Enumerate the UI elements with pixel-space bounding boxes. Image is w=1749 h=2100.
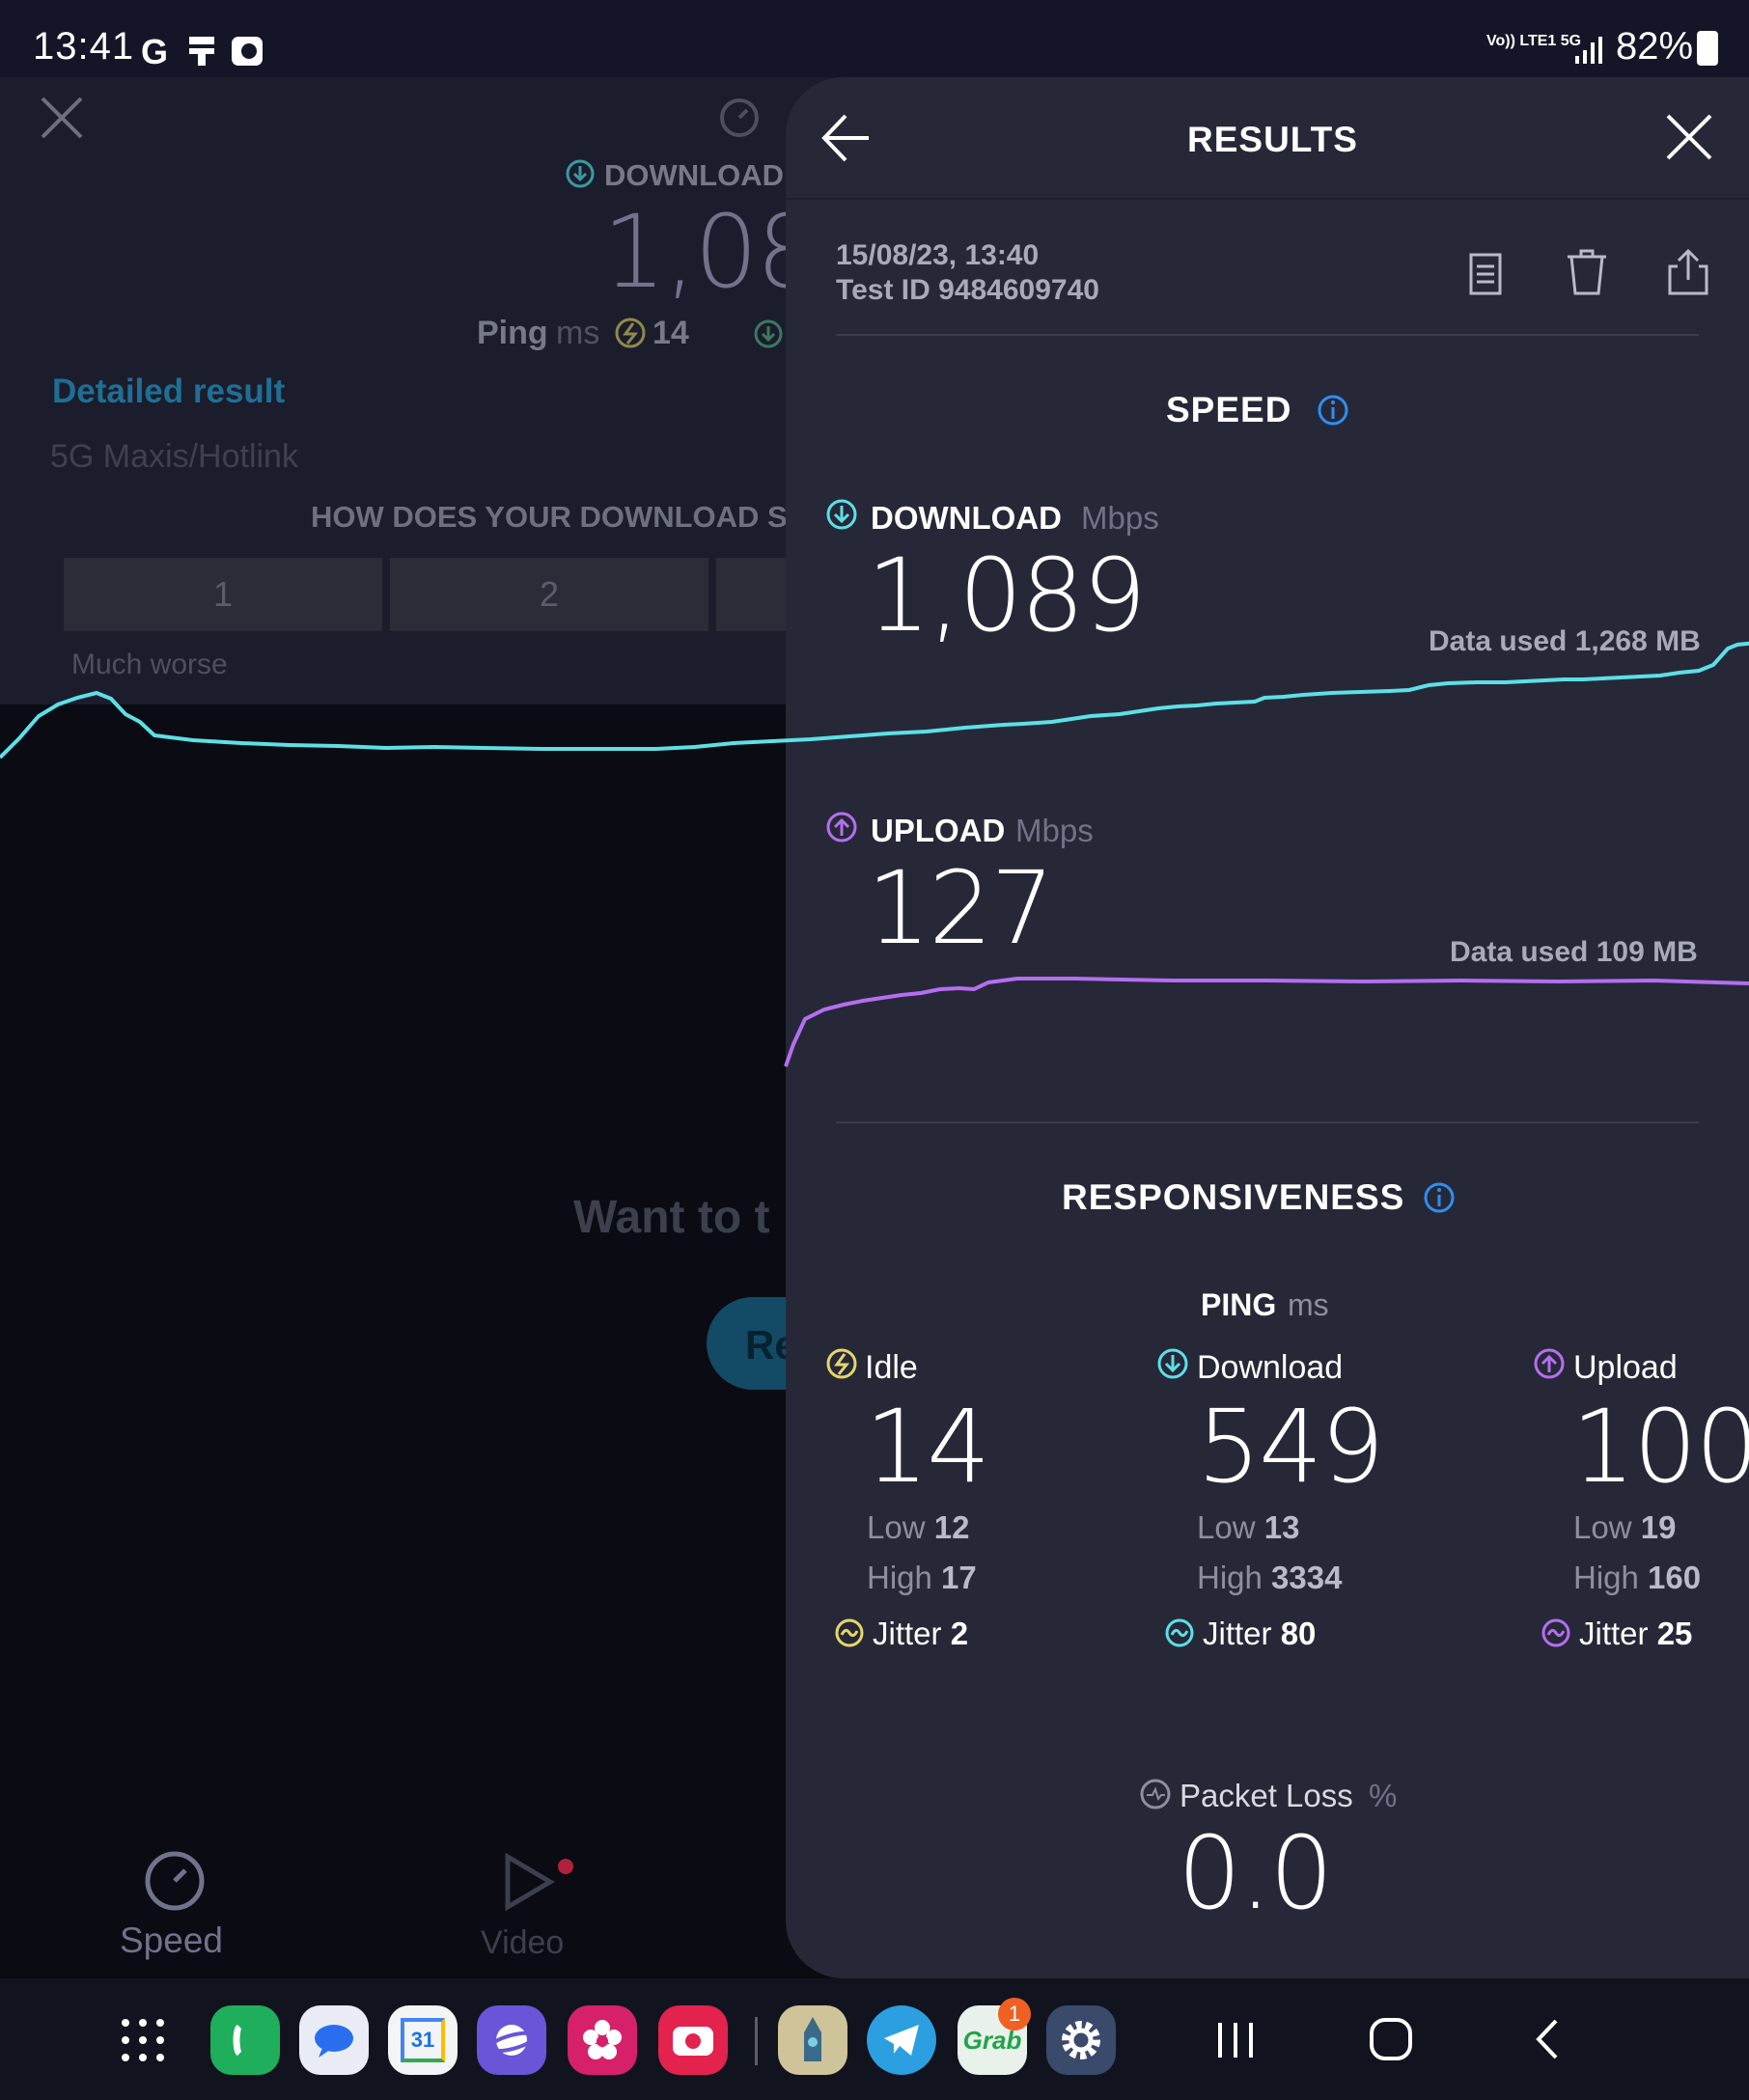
signal-icon xyxy=(1573,35,1604,70)
close-icon[interactable] xyxy=(1666,114,1712,165)
close-icon[interactable] xyxy=(41,97,83,144)
calendar-app-icon[interactable]: 31 xyxy=(388,2005,458,2075)
download-ping-icon xyxy=(1156,1347,1189,1385)
trash-icon[interactable] xyxy=(1566,249,1608,300)
back-button-icon[interactable] xyxy=(1533,2017,1562,2066)
upload-value: 127 xyxy=(867,849,1055,967)
internet-app-icon[interactable] xyxy=(477,2005,546,2075)
upload-jitter-icon xyxy=(1541,1617,1571,1653)
upload-jitter: Jitter 25 xyxy=(1579,1616,1693,1651)
bg-ping-icon xyxy=(614,317,647,354)
provider-label: 5G Maxis/Hotlink xyxy=(50,438,298,475)
idle-jitter: Jitter 2 xyxy=(873,1616,969,1651)
home-button-icon[interactable] xyxy=(1369,2017,1413,2066)
apps-grid-icon[interactable] xyxy=(120,2017,166,2068)
dock-divider xyxy=(755,2017,758,2065)
results-panel xyxy=(786,77,1749,1978)
download-graph xyxy=(0,641,1749,760)
speed-heading: SPEED xyxy=(1166,390,1292,429)
rating-option-2[interactable]: 2 xyxy=(390,558,708,631)
bg-ping-unit: ms xyxy=(556,315,600,351)
network-indicator: Vo)) LTE1 5G xyxy=(1486,33,1582,49)
status-bar xyxy=(0,0,1749,77)
idle-low: Low 12 xyxy=(867,1509,970,1545)
download-ping-low: Low 13 xyxy=(1197,1509,1300,1545)
upload-ping-high: High 160 xyxy=(1573,1560,1702,1595)
idle-value: 14 xyxy=(865,1388,990,1506)
game-app-icon[interactable] xyxy=(778,2005,847,2075)
idle-high: High 17 xyxy=(867,1560,977,1595)
rating-option-1[interactable]: 1 xyxy=(64,558,382,631)
status-time: 13:41 xyxy=(33,25,135,68)
bg-ping-value: 14 xyxy=(652,315,689,351)
camera-app-icon[interactable] xyxy=(658,2005,728,2075)
date-divider xyxy=(836,334,1699,336)
header-divider xyxy=(786,198,1749,200)
responsiveness-info-icon[interactable] xyxy=(1423,1181,1456,1219)
svg-text:G: G xyxy=(141,32,168,71)
upload-graph xyxy=(784,977,1749,1067)
upload-ping-icon xyxy=(1533,1347,1566,1385)
recents-button-icon[interactable] xyxy=(1214,2019,1259,2066)
speedometer-icon xyxy=(718,97,761,144)
battery-percent: 82% xyxy=(1616,25,1694,68)
want-to-heading: Want to t xyxy=(573,1192,770,1243)
speed-divider xyxy=(836,1121,1699,1123)
battery-icon xyxy=(1697,31,1718,66)
responsiveness-heading: RESPONSIVENESS xyxy=(1062,1177,1405,1217)
notification-icons: G xyxy=(141,31,266,71)
back-arrow-icon[interactable] xyxy=(820,112,873,169)
settings-app-icon[interactable] xyxy=(1046,2005,1116,2075)
packet-loss-value: 0.0 xyxy=(1178,1814,1333,1932)
rating-low-label: Much worse xyxy=(71,649,228,680)
packet-loss-icon xyxy=(1139,1778,1172,1815)
result-date: 15/08/23, 13:40 xyxy=(836,239,1040,271)
idle-label: Idle xyxy=(865,1349,918,1386)
phone-app-icon[interactable] xyxy=(210,2005,280,2075)
download-icon xyxy=(825,498,858,536)
bg-download-icon xyxy=(565,158,596,194)
blossom-app-icon[interactable] xyxy=(568,2005,637,2075)
upload-icon xyxy=(825,811,858,848)
packet-loss-label: Packet Loss xyxy=(1180,1778,1353,1813)
bg-download-small-icon xyxy=(753,318,784,354)
download-ping-high: High 3334 xyxy=(1197,1560,1343,1595)
bg-download-label: DOWNLOAD xyxy=(604,158,784,192)
messages-app-icon[interactable] xyxy=(299,2005,369,2075)
download-label: DOWNLOAD xyxy=(871,500,1062,536)
packet-loss-unit: % xyxy=(1369,1778,1398,1813)
idle-ping-icon xyxy=(825,1347,858,1385)
detailed-result-link[interactable]: Detailed result xyxy=(52,373,286,410)
share-icon[interactable] xyxy=(1666,248,1710,300)
idle-jitter-icon xyxy=(834,1617,865,1653)
notification-badge: 1 xyxy=(998,1998,1031,2031)
download-jitter-icon xyxy=(1164,1617,1195,1653)
document-icon[interactable] xyxy=(1469,253,1502,300)
speed-tab-label[interactable]: Speed xyxy=(120,1920,223,1960)
upload-label: UPLOAD xyxy=(871,813,1006,848)
download-unit: Mbps xyxy=(1081,500,1159,536)
video-tab-icon[interactable] xyxy=(502,1851,579,1920)
ping-heading: PING xyxy=(1201,1287,1277,1322)
upload-ping-value: 100 xyxy=(1571,1388,1749,1506)
video-tab-label[interactable]: Video xyxy=(481,1924,565,1961)
bg-ping-label: Ping xyxy=(477,315,548,351)
test-id: Test ID 9484609740 xyxy=(836,274,1099,306)
upload-data-used: Data used 109 MB xyxy=(1450,936,1698,968)
calendar-date: 31 xyxy=(401,2018,445,2062)
ping-unit: ms xyxy=(1288,1287,1329,1322)
speed-info-icon[interactable] xyxy=(1317,394,1349,431)
download-data-used: Data used 1,268 MB xyxy=(1429,625,1701,657)
download-value: 1,089 xyxy=(867,537,1147,654)
download-ping-label: Download xyxy=(1197,1349,1344,1386)
download-ping-value: 549 xyxy=(1197,1388,1385,1506)
speed-tab-icon[interactable] xyxy=(143,1849,207,1918)
results-title: RESULTS xyxy=(1187,120,1358,159)
download-jitter: Jitter 80 xyxy=(1203,1616,1317,1651)
upload-unit: Mbps xyxy=(1015,813,1094,848)
upload-ping-label: Upload xyxy=(1573,1349,1678,1386)
upload-ping-low: Low 19 xyxy=(1573,1509,1677,1545)
telegram-app-icon[interactable] xyxy=(867,2005,936,2075)
survey-question: HOW DOES YOUR DOWNLOAD S xyxy=(311,500,788,534)
